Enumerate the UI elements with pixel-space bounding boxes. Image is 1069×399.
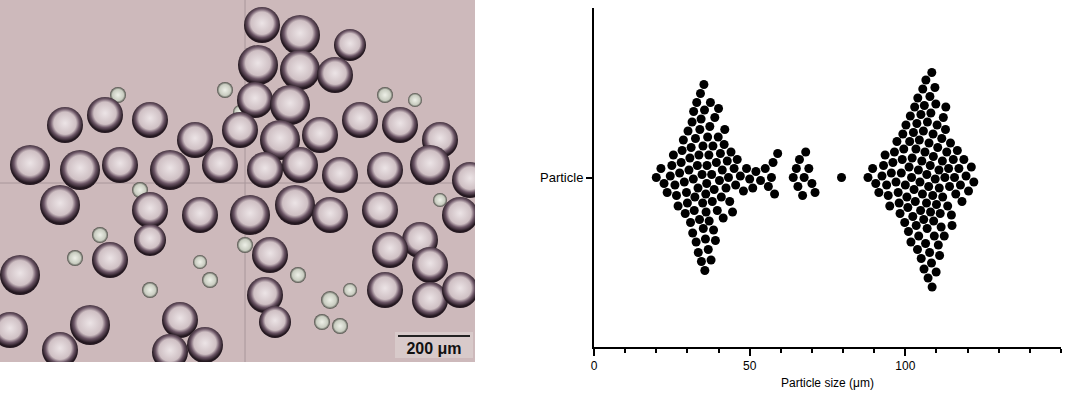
svg-text:Particle size (μm): Particle size (μm) xyxy=(781,376,874,390)
svg-text:50: 50 xyxy=(743,359,757,373)
svg-text:Particle: Particle xyxy=(540,170,583,185)
svg-text:100: 100 xyxy=(895,359,915,373)
svg-text:200 μm: 200 μm xyxy=(406,340,461,357)
svg-text:0: 0 xyxy=(591,359,598,373)
